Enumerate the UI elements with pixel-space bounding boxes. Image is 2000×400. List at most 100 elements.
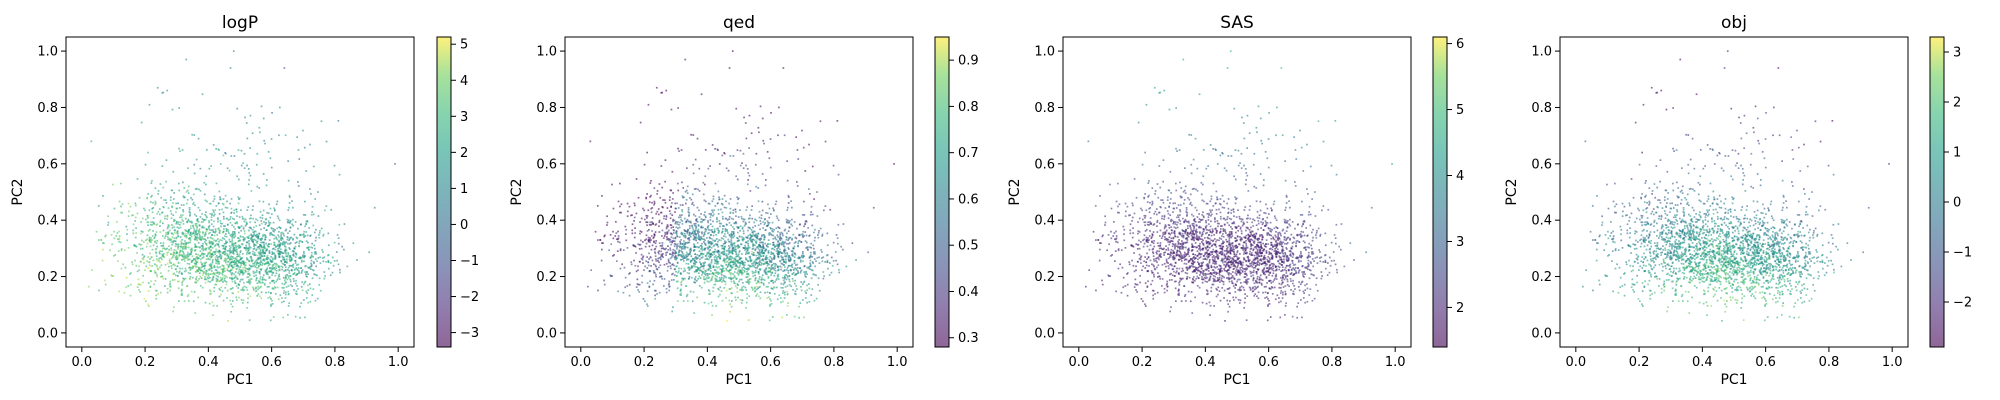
scatter-point bbox=[303, 260, 305, 263]
scatter-point bbox=[214, 228, 217, 231]
scatter-point bbox=[282, 242, 285, 244]
scatter-point bbox=[312, 224, 315, 227]
scatter-point bbox=[245, 286, 248, 289]
scatter-point bbox=[238, 253, 241, 256]
scatter-point bbox=[677, 271, 679, 274]
scatter-point bbox=[205, 239, 207, 242]
scatter-point bbox=[303, 252, 305, 255]
scatter-point bbox=[791, 273, 794, 275]
scatter-point bbox=[195, 278, 198, 281]
scatter-point bbox=[284, 249, 286, 252]
scatter-point bbox=[672, 226, 675, 228]
scatter-point bbox=[194, 204, 196, 207]
scatter-point bbox=[100, 239, 103, 241]
scatter-point bbox=[193, 250, 196, 252]
scatter-point bbox=[166, 254, 168, 256]
scatter-point bbox=[630, 214, 632, 217]
scatter-point bbox=[736, 196, 738, 199]
scatter-point bbox=[281, 238, 284, 240]
scatter-point bbox=[711, 251, 714, 253]
scatter-point bbox=[260, 245, 263, 248]
scatter-point bbox=[181, 258, 184, 261]
scatter-point bbox=[679, 204, 682, 206]
scatter-point bbox=[793, 221, 796, 223]
scatter-point bbox=[768, 319, 771, 322]
scatter-point bbox=[164, 199, 167, 201]
scatter-point bbox=[290, 236, 293, 239]
scatter-point bbox=[758, 216, 761, 219]
scatter-point bbox=[169, 282, 171, 285]
scatter-point bbox=[284, 279, 286, 282]
scatter-point bbox=[688, 221, 691, 223]
scatter-point bbox=[828, 274, 831, 276]
scatter-point bbox=[646, 221, 649, 224]
scatter-point bbox=[135, 232, 137, 234]
scatter-point bbox=[227, 219, 230, 221]
scatter-point bbox=[278, 269, 280, 272]
scatter-point bbox=[169, 199, 172, 201]
scatter-point bbox=[159, 213, 161, 216]
scatter-point bbox=[143, 262, 145, 264]
scatter-point bbox=[786, 232, 788, 235]
scatter-point bbox=[633, 202, 636, 205]
scatter-point bbox=[190, 267, 193, 269]
scatter-point bbox=[322, 233, 325, 236]
scatter-point bbox=[783, 249, 785, 252]
scatter-point bbox=[637, 243, 640, 245]
scatter-point bbox=[252, 265, 255, 268]
scatter-point bbox=[735, 251, 737, 253]
scatter-point bbox=[235, 262, 237, 265]
scatter-point bbox=[210, 270, 213, 272]
scatter-point bbox=[222, 265, 225, 267]
scatter-point bbox=[189, 225, 192, 227]
scatter-point bbox=[696, 137, 699, 140]
scatter-point bbox=[292, 278, 295, 280]
scatter-point bbox=[822, 277, 825, 280]
scatter-point bbox=[679, 293, 681, 296]
scatter-point bbox=[118, 240, 120, 243]
scatter-point bbox=[231, 280, 234, 283]
scatter-point bbox=[689, 267, 692, 269]
scatter-point bbox=[838, 268, 840, 271]
scatter-point bbox=[703, 233, 706, 236]
scatter-point bbox=[730, 235, 733, 238]
scatter-point bbox=[251, 259, 254, 262]
scatter-point bbox=[801, 283, 804, 286]
scatter-point bbox=[251, 253, 254, 255]
scatter-point bbox=[774, 203, 777, 206]
scatter-point bbox=[288, 196, 291, 198]
scatter-point bbox=[210, 279, 213, 282]
scatter-point bbox=[766, 297, 768, 299]
scatter-point bbox=[742, 232, 745, 235]
scatter-point bbox=[310, 254, 313, 257]
scatter-point bbox=[684, 190, 687, 193]
scatter-point bbox=[204, 264, 207, 267]
scatter-point bbox=[746, 168, 749, 170]
scatter-point bbox=[781, 240, 784, 243]
scatter-point bbox=[234, 282, 236, 284]
scatter-point bbox=[208, 255, 211, 258]
scatter-point bbox=[305, 231, 308, 233]
scatter-point bbox=[179, 226, 182, 229]
scatter-point bbox=[118, 230, 120, 233]
scatter-point bbox=[668, 280, 671, 283]
scatter-point bbox=[257, 288, 259, 291]
scatter-point bbox=[693, 312, 696, 314]
scatter-point bbox=[706, 272, 708, 275]
scatter-point bbox=[803, 200, 805, 203]
scatter-point bbox=[747, 279, 749, 281]
scatter-point bbox=[731, 300, 733, 302]
scatter-point bbox=[709, 229, 712, 232]
scatter-point bbox=[697, 228, 700, 231]
scatter-point bbox=[284, 250, 286, 253]
scatter-point bbox=[748, 281, 751, 283]
scatter-point bbox=[731, 244, 734, 246]
scatter-point bbox=[257, 258, 259, 261]
scatter-point bbox=[736, 272, 739, 274]
scatter-point bbox=[776, 266, 779, 268]
scatter-point bbox=[236, 267, 238, 270]
scatter-point bbox=[177, 261, 180, 264]
scatter-point bbox=[273, 286, 276, 288]
scatter-point bbox=[249, 174, 252, 177]
scatter-point bbox=[208, 264, 211, 266]
